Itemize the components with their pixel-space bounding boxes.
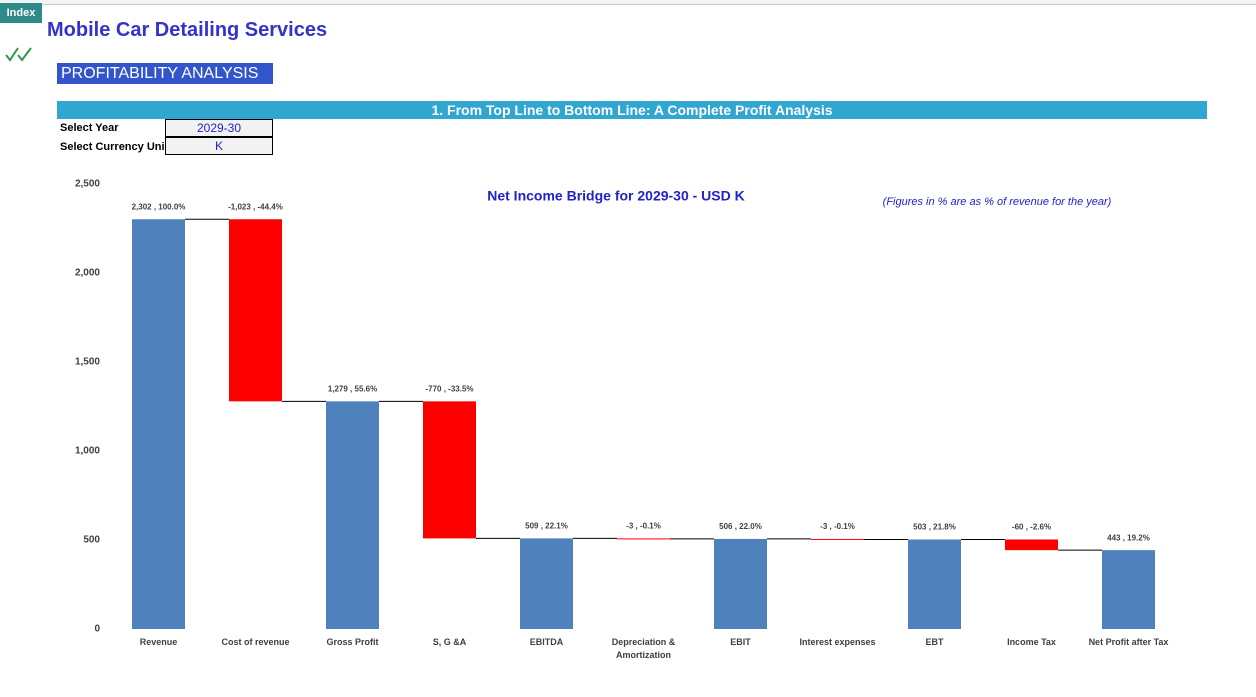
x-tick-label: Interest expenses [799,637,876,647]
y-tick-label: 1,500 [75,357,100,368]
bar [811,538,864,540]
index-button[interactable]: Index [0,3,42,23]
data-label: -1,023 , -44.4% [228,202,283,211]
data-label: -3 , -0.1% [626,522,661,531]
data-label: -60 , -2.6% [1012,523,1051,532]
data-label: 1,279 , 55.6% [328,384,377,393]
x-tick-label: Cost of revenue [221,637,290,647]
x-tick-label: EBIT [730,637,751,647]
y-tick-label: 1,000 [75,446,100,457]
bar [908,539,961,629]
data-label: 443 , 19.2% [1107,533,1150,542]
bar [1102,550,1155,629]
x-tick-label: Depreciation & Amortization [611,637,676,660]
bar [617,538,670,540]
bar [1005,539,1058,551]
bar [132,219,185,629]
y-tick-label: 2,500 [75,179,100,190]
input-cell[interactable]: K [165,137,273,155]
data-label: 2,302 , 100.0% [132,202,186,211]
input-label: Select Year [60,122,119,134]
chart-note: (Figures in % are as % of revenue for th… [883,196,1112,208]
bar [229,219,282,402]
y-tick-label: 0 [94,624,100,635]
bar [423,401,476,539]
x-tick-label: Income Tax [1007,637,1056,647]
data-label: -770 , -33.5% [425,384,473,393]
column-header-bar [0,0,1256,5]
x-tick-label: EBITDA [529,637,564,647]
chart-title: Net Income Bridge for 2029-30 - USD K [487,188,745,204]
check-icon [5,47,32,62]
data-label: 506 , 22.0% [719,522,762,531]
y-tick-label: 500 [83,535,100,546]
x-tick-label: Gross Profit [326,637,379,647]
data-label: -3 , -0.1% [820,522,855,531]
x-tick-label: S, G &A [432,637,467,647]
x-tick-label: EBT [925,637,944,647]
bar [326,401,379,629]
input-cell[interactable]: 2029-30 [165,119,273,137]
data-label: 509 , 22.1% [525,522,568,531]
input-label: Select Currency Uni [60,141,165,153]
bar [520,538,573,629]
x-tick-label: Revenue [139,637,178,647]
x-tick-label: Net Profit after Tax [1088,637,1169,647]
data-label: 503 , 21.8% [913,523,956,532]
y-tick-label: 2,000 [75,268,100,279]
banner: 1. From Top Line to Bottom Line: A Compl… [57,101,1207,119]
page-title: Mobile Car Detailing Services [47,19,328,41]
section-title: PROFITABILITY ANALYSIS [57,63,273,84]
checkmarks [5,47,32,62]
bar [714,538,767,629]
